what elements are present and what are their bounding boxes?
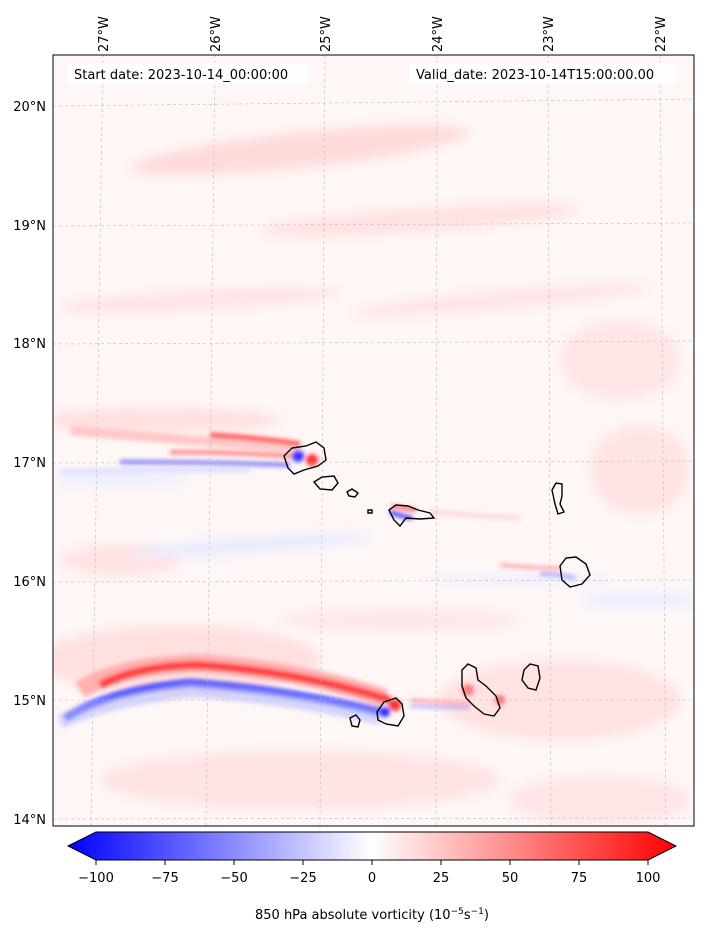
colorbar-label: 850 hPa absolute vorticity (10−5s−1) bbox=[255, 907, 489, 923]
lat-tick-16n: 16°N bbox=[13, 575, 46, 590]
valid-date-label: Valid_date: 2023-10-14T15:00:00.00 bbox=[416, 68, 654, 83]
cb-tick-neg50: −50 bbox=[220, 871, 247, 886]
lon-tick-27w: 27°W bbox=[97, 16, 112, 52]
colorbar-gradient bbox=[66, 831, 678, 861]
vorticity-field bbox=[53, 55, 694, 826]
island-fogo bbox=[376, 697, 405, 727]
cb-tick-100: 100 bbox=[636, 871, 661, 886]
cb-tick-50: 50 bbox=[502, 871, 519, 886]
colorbar-tick-labels: −100 −75 −50 −25 0 25 50 75 100 bbox=[78, 871, 660, 886]
graticule bbox=[53, 55, 694, 826]
lon-tick-25w: 25°W bbox=[319, 16, 334, 52]
lat-tick-17n: 17°N bbox=[13, 456, 46, 471]
map-panel: Start date: 2023-10-14_00:00:00 Valid_da… bbox=[13, 16, 695, 828]
lon-tick-23w: 23°W bbox=[542, 16, 557, 52]
island-santiago bbox=[461, 663, 501, 717]
island-sao-nicolau bbox=[388, 504, 436, 528]
island-santa-luzia bbox=[346, 488, 360, 498]
cabo-verde-islands bbox=[283, 441, 591, 728]
lat-tick-18n: 18°N bbox=[13, 337, 46, 352]
cb-tick-75: 75 bbox=[571, 871, 588, 886]
lon-tick-26w: 26°W bbox=[209, 16, 224, 52]
lat-tick-14n: 14°N bbox=[13, 813, 46, 828]
colorbar: −100 −75 −50 −25 0 25 50 75 100 850 hPa … bbox=[66, 831, 678, 923]
latitude-ticks: 20°N 19°N 18°N 17°N 16°N 15°N 14°N bbox=[13, 100, 46, 828]
northern-island-wake bbox=[59, 425, 576, 580]
cb-tick-25: 25 bbox=[433, 871, 450, 886]
lon-tick-24w: 24°W bbox=[431, 16, 446, 52]
lon-tick-22w: 22°W bbox=[654, 16, 669, 52]
island-santo-antao bbox=[283, 441, 327, 475]
island-sal bbox=[551, 482, 565, 515]
map-frame bbox=[52, 54, 695, 827]
cb-tick-0: 0 bbox=[368, 871, 376, 886]
start-date-label: Start date: 2023-10-14_00:00:00 bbox=[74, 68, 288, 83]
lat-tick-19n: 19°N bbox=[13, 219, 46, 234]
cb-tick-neg100: −100 bbox=[78, 871, 114, 886]
cb-tick-neg75: −75 bbox=[151, 871, 178, 886]
lat-tick-15n: 15°N bbox=[13, 694, 46, 709]
cb-tick-neg25: −25 bbox=[289, 871, 316, 886]
colorbar-tick-marks bbox=[95, 860, 649, 865]
island-boa-vista bbox=[559, 556, 591, 588]
island-sao-vicente bbox=[312, 475, 339, 491]
island-brava bbox=[349, 714, 361, 728]
start-date-box: Start date: 2023-10-14_00:00:00 bbox=[68, 63, 308, 84]
lat-tick-20n: 20°N bbox=[13, 100, 46, 115]
southern-island-wake bbox=[57, 653, 505, 729]
island-maio bbox=[521, 663, 541, 691]
island-raso bbox=[367, 509, 373, 514]
valid-date-box: Valid_date: 2023-10-14T15:00:00.00 bbox=[410, 63, 676, 84]
longitude-ticks: 27°W 26°W 25°W 24°W 23°W 22°W bbox=[97, 16, 669, 52]
